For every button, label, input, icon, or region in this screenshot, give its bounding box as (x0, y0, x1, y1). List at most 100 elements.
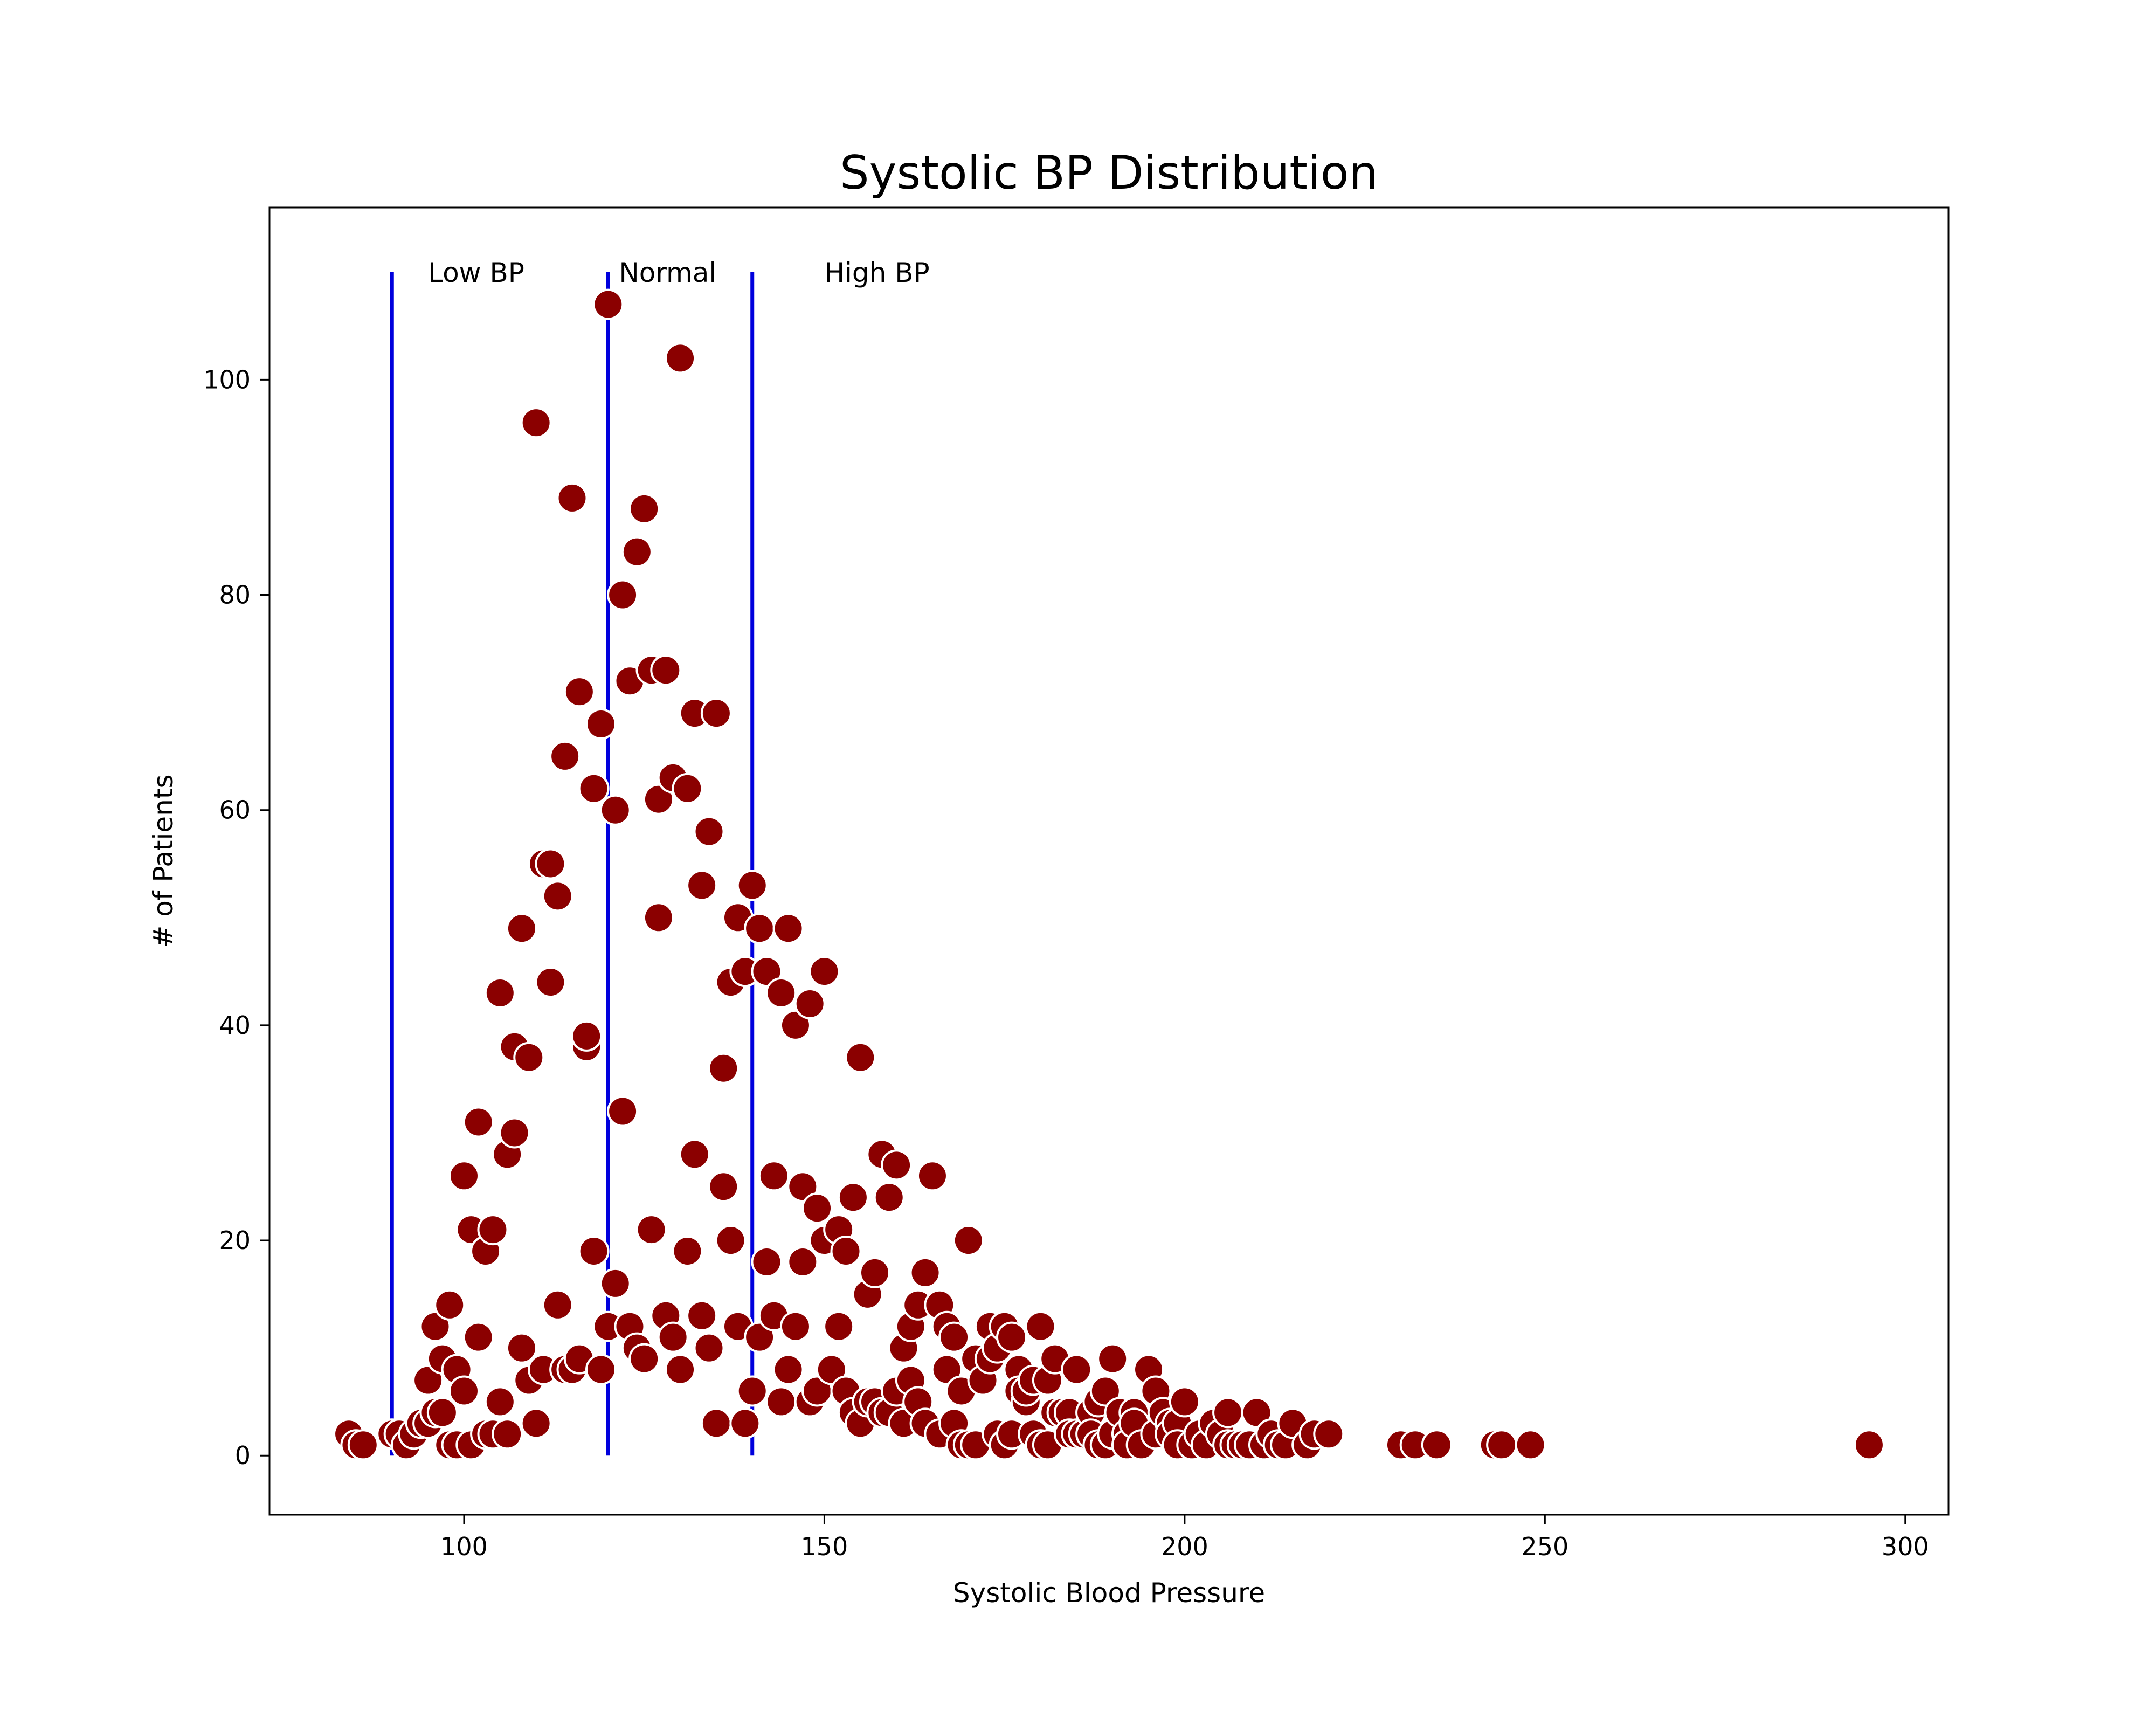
data-point (744, 913, 776, 944)
data-point (787, 1171, 819, 1203)
data-point (563, 676, 595, 708)
data-point (535, 848, 566, 880)
y-axis-label: # of Patients (148, 774, 179, 948)
y-tick-label: 0 (235, 1441, 251, 1470)
data-point (715, 1225, 747, 1257)
data-point (845, 1041, 876, 1073)
x-tick-label: 100 (440, 1532, 488, 1561)
data-point (426, 1397, 458, 1429)
y-tick-label: 40 (219, 1011, 251, 1040)
data-point (938, 1321, 970, 1353)
y-tick-label: 60 (219, 796, 251, 825)
data-point (535, 967, 566, 998)
data-point (873, 1182, 905, 1213)
data-point (837, 1182, 869, 1213)
data-point (1241, 1397, 1273, 1429)
data-point (1061, 1354, 1093, 1385)
data-point (492, 1418, 523, 1450)
data-point (448, 1160, 480, 1192)
data-point (794, 988, 826, 1019)
data-point (996, 1321, 1028, 1353)
data-point (816, 1354, 847, 1385)
data-point (952, 1225, 984, 1257)
data-point (823, 1310, 855, 1342)
y-tick-label: 20 (219, 1226, 251, 1255)
data-point (772, 913, 804, 944)
data-point (650, 654, 682, 686)
data-point (1421, 1429, 1453, 1461)
y-axis-ticks: 0 20 40 60 80 100 (203, 365, 270, 1470)
data-point (708, 1052, 740, 1084)
region-label: High BP (824, 257, 929, 288)
data-point (909, 1257, 941, 1288)
data-point (1486, 1429, 1518, 1461)
data-point (779, 1310, 811, 1342)
data-point (916, 1160, 948, 1192)
data-point (931, 1354, 963, 1385)
y-tick-label: 80 (219, 581, 251, 610)
data-point (578, 772, 610, 804)
data-point (499, 1117, 530, 1149)
data-point (801, 1192, 833, 1224)
data-point (462, 1106, 494, 1138)
data-point (1097, 1343, 1129, 1375)
data-point (542, 1289, 573, 1321)
x-axis-label: Systolic Blood Pressure (953, 1577, 1265, 1609)
data-point (729, 1407, 761, 1439)
data-point (679, 1138, 710, 1170)
region-label: Low BP (428, 257, 524, 288)
data-point (506, 1332, 537, 1364)
data-point (1089, 1375, 1121, 1407)
data-points (333, 288, 1885, 1461)
data-point (665, 342, 696, 374)
data-point (736, 870, 768, 901)
data-point (808, 956, 840, 988)
data-point (1169, 1386, 1200, 1418)
data-point (1515, 1429, 1546, 1461)
data-point (787, 1246, 819, 1278)
data-point (578, 1236, 610, 1267)
data-point (642, 902, 674, 934)
data-point (830, 1236, 862, 1267)
data-point (708, 1171, 740, 1203)
data-point (585, 708, 617, 740)
data-point (672, 772, 703, 804)
data-point (751, 1246, 783, 1278)
data-point (1025, 1310, 1056, 1342)
data-point (520, 407, 552, 439)
data-point (585, 1354, 617, 1385)
chart-title: Systolic BP Distribution (840, 146, 1378, 200)
data-point (607, 1095, 639, 1127)
data-point (1212, 1397, 1244, 1429)
x-tick-label: 300 (1882, 1532, 1929, 1561)
data-point (736, 1375, 768, 1407)
data-point (758, 1160, 790, 1192)
region-label: Normal (619, 257, 716, 288)
x-tick-label: 250 (1521, 1532, 1568, 1561)
data-point (592, 288, 624, 320)
data-point (462, 1321, 494, 1353)
data-point (556, 482, 588, 514)
data-point (506, 913, 537, 944)
data-point (412, 1364, 444, 1396)
data-point (477, 1214, 509, 1246)
data-point (686, 870, 718, 901)
x-tick-label: 200 (1161, 1532, 1208, 1561)
plot-area-frame (268, 206, 1950, 1516)
x-axis-ticks: 100 150 200 250 300 (440, 1515, 1929, 1561)
data-point (765, 1386, 797, 1418)
data-point (520, 1407, 552, 1439)
data-point (484, 1386, 516, 1418)
data-point (765, 977, 797, 1009)
data-point (672, 1236, 703, 1267)
data-point (700, 698, 732, 729)
data-point (700, 1407, 732, 1439)
data-point (549, 740, 581, 772)
data-point (1313, 1418, 1345, 1450)
data-point (859, 1257, 891, 1288)
data-point (484, 977, 516, 1009)
data-point (642, 783, 674, 815)
data-point (881, 1149, 913, 1181)
